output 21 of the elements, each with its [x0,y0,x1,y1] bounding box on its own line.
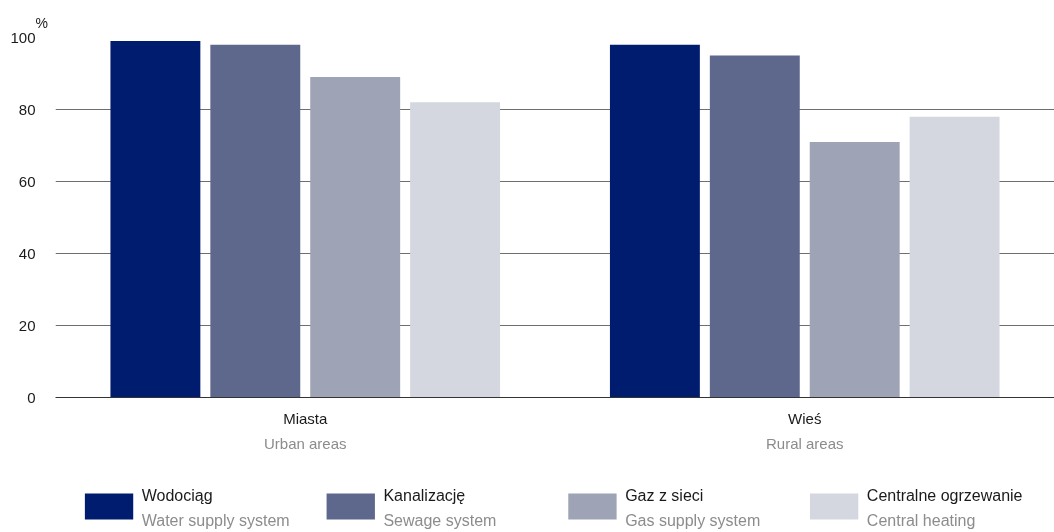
legend-label: Wodociąg Water supply system [141,487,290,529]
bar [809,141,900,398]
legend-label: Kanalizację Sewage system [383,487,497,529]
y-tick-label: 100 [10,28,36,46]
y-tick-label: 20 [18,316,36,334]
bar [310,77,401,398]
category-label: Miasta Urban areas [263,409,347,452]
bar [110,41,201,398]
y-tick-label: 80 [18,100,36,118]
y-axis-title: % [35,15,48,31]
legend-label: Gaz z sieci Gas supply system [625,487,761,529]
bar [609,44,700,398]
y-tick-label: 60 [18,172,36,190]
bar [909,116,1000,398]
bar [410,102,501,398]
y-tick-label: 0 [27,388,36,406]
bar [709,55,800,398]
bar [210,44,301,398]
category-label: Wieś Rural areas [765,409,844,452]
y-tick-label: 40 [18,244,36,262]
legend-label: Centralne ogrzewanie Central heating [866,487,1023,529]
